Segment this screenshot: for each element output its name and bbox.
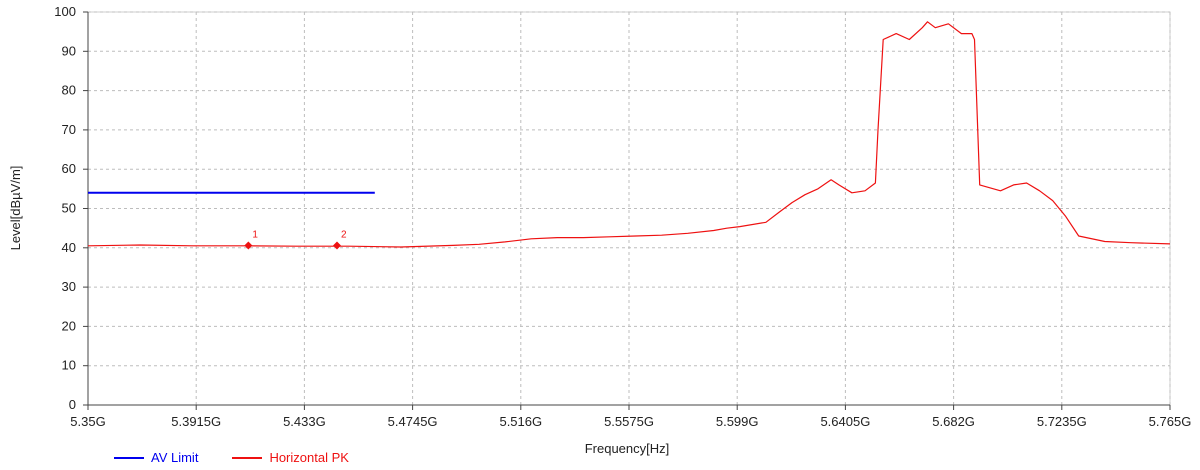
series-line-horizontal-pk [87,21,1171,248]
y-tick-label: 40 [62,240,76,255]
legend-label-av-limit: AV Limit [151,450,199,465]
marker-label: 2 [341,229,347,240]
y-tick-label: 0 [69,397,76,412]
y-tick-label: 10 [62,358,76,373]
x-tick-label: 5.35G [70,414,105,429]
y-tick-label: 50 [62,201,76,216]
x-tick-label: 5.6405G [820,414,870,429]
marker-label: 1 [252,229,258,240]
x-tick-label: 5.682G [932,414,975,429]
chart-axes: 5.35G 5.3915G 5.433G 5.4745G 5.516G 5.5575G 5.… [54,4,1191,429]
x-axis-label: Frequency[Hz] [585,441,670,456]
x-tick-label: 5.765G [1149,414,1192,429]
y-tick-label: 60 [62,161,76,176]
chart-series [87,21,1171,248]
x-tick-label: 5.433G [283,414,326,429]
chart-legend: AV Limit Horizontal PK [114,450,349,465]
y-tick-label: 20 [62,318,76,333]
y-tick-label: 90 [62,43,76,58]
x-tick-label: 5.3915G [171,414,221,429]
x-tick-label: 5.5575G [604,414,654,429]
y-tick-label: 70 [62,122,76,137]
legend-swatch-av-limit [114,456,144,459]
marker-point [244,241,253,250]
x-tick-label: 5.4745G [388,414,438,429]
x-tick-label: 5.7235G [1037,414,1087,429]
x-tick-label: 5.599G [716,414,759,429]
y-tick-label: 80 [62,83,76,98]
legend-swatch-horizontal-pk [232,456,263,459]
chart-grid [87,11,1171,406]
marker-point [332,241,341,250]
legend-item-horizontal-pk: Horizontal PK [232,450,349,465]
y-axis-label: Level[dBµV/m] [8,166,23,251]
legend-label-horizontal-pk: Horizontal PK [269,450,349,465]
legend-item-av-limit: AV Limit [114,450,198,465]
x-tick-label: 5.516G [499,414,542,429]
y-tick-label: 100 [54,4,76,19]
y-tick-label: 30 [62,279,76,294]
